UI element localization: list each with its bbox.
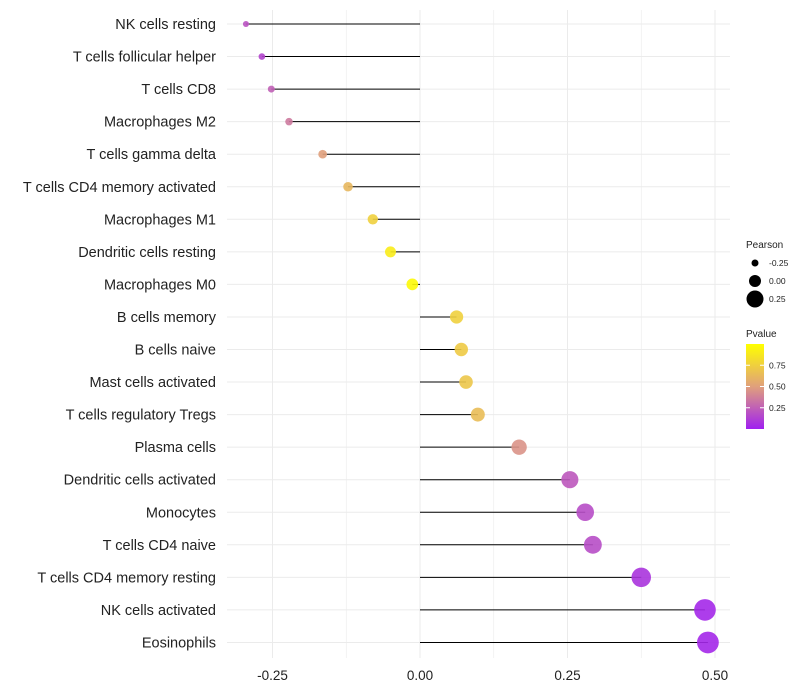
legend-pvalue-colorbar [746, 344, 764, 429]
legend-pearson-items: -0.25 0.00 0.25 [746, 258, 789, 308]
legend-pvalue-label-2: 0.75 [769, 360, 786, 370]
category-label-t-cells-cd4-memory-activated: T cells CD4 memory activated [23, 180, 216, 196]
legend-pvalue: Pvalue 0.25 0.50 0.75 [746, 329, 786, 429]
category-label-dendritic-cells-resting: Dendritic cells resting [78, 245, 216, 261]
category-label-t-cells-cd8: T cells CD8 [141, 82, 216, 98]
x-tick-label-0-25: -0.25 [257, 668, 288, 683]
legend-pearson-title: Pearson [746, 240, 783, 251]
lollipop-point-plasma-cells [511, 439, 527, 455]
category-label-nk-cells-activated: NK cells activated [101, 603, 216, 619]
category-label-t-cells-follicular-helper: T cells follicular helper [73, 50, 216, 66]
segment-layer [245, 23, 708, 643]
category-label-plasma-cells: Plasma cells [135, 440, 216, 456]
category-label-t-cells-cd4-naive: T cells CD4 naive [103, 538, 216, 554]
category-label-macrophages-m1: Macrophages M1 [104, 212, 216, 228]
lollipop-point-dendritic-cells-activated [561, 471, 579, 489]
lollipop-point-t-cells-cd4-memory-activated [343, 181, 353, 192]
lollipop-point-b-cells-naive [454, 342, 468, 357]
lollipop-point-nk-cells-resting [242, 20, 249, 28]
legend-pearson-label-2: 0.25 [769, 294, 786, 304]
category-label-eosinophils: Eosinophils [142, 635, 216, 651]
legend-pvalue-title: Pvalue [746, 329, 777, 340]
point-layer [242, 20, 719, 654]
lollipop-point-t-cells-gamma-delta [318, 149, 327, 159]
lollipop-point-nk-cells-activated [694, 599, 716, 621]
x-tick-label-0-25: 0.25 [554, 668, 580, 683]
legend-pvalue-label-0: 0.25 [769, 403, 786, 413]
x-tick-label-0-50: 0.50 [702, 668, 728, 683]
category-label-b-cells-naive: B cells naive [135, 343, 216, 359]
category-label-dendritic-cells-activated: Dendritic cells activated [64, 473, 216, 489]
lollipop-point-t-cells-cd4-naive [583, 535, 602, 554]
lollipop-point-macrophages-m1 [367, 214, 378, 225]
lollipop-point-t-cells-cd4-memory-resting [631, 567, 651, 588]
legend-pearson-label-1: 0.00 [769, 276, 786, 286]
category-label-macrophages-m0: Macrophages M0 [104, 277, 216, 293]
lollipop-point-macrophages-m0 [406, 278, 419, 291]
lollipop-point-mast-cells-activated [459, 375, 473, 389]
category-label-mast-cells-activated: Mast cells activated [89, 375, 216, 391]
legend-pearson-dot-0 [751, 259, 759, 267]
lollipop-point-b-cells-memory [449, 310, 464, 324]
x-axis-tick-labels: -0.25 0.00 0.25 0.50 [257, 668, 728, 683]
category-label-t-cells-gamma-delta: T cells gamma delta [87, 147, 217, 163]
legend-pearson-label-0: -0.25 [769, 258, 789, 268]
category-label-macrophages-m2: Macrophages M2 [104, 115, 216, 131]
lollipop-point-t-cells-follicular-helper [258, 53, 266, 60]
category-labels: NK cells resting T cells follicular helpe… [23, 17, 217, 651]
category-label-t-cells-regulatory-tregs: T cells regulatory Tregs [66, 408, 216, 424]
x-tick-label-0-00: 0.00 [407, 668, 433, 683]
category-label-monocytes: Monocytes [146, 505, 216, 521]
grid-layer [227, 10, 730, 658]
lollipop-point-t-cells-cd8 [267, 85, 275, 93]
category-label-b-cells-memory: B cells memory [117, 310, 217, 326]
category-label-t-cells-cd4-memory-resting: T cells CD4 memory resting [37, 570, 216, 586]
legend-pearson: Pearson -0.25 0.00 0.25 [746, 240, 789, 308]
lollipop-point-dendritic-cells-resting [385, 246, 396, 258]
legend-pvalue-ticks: 0.25 0.50 0.75 [746, 360, 786, 413]
lollipop-point-monocytes [576, 503, 594, 522]
lollipop-point-eosinophils [697, 631, 719, 654]
category-label-nk-cells-resting: NK cells resting [115, 17, 216, 33]
legend-pvalue-label-1: 0.50 [769, 382, 786, 392]
legend-pearson-dot-1 [749, 275, 761, 287]
lollipop-point-macrophages-m2 [285, 117, 293, 126]
lollipop-point-t-cells-regulatory-tregs [470, 407, 485, 422]
legend-pearson-dot-2 [746, 290, 764, 308]
